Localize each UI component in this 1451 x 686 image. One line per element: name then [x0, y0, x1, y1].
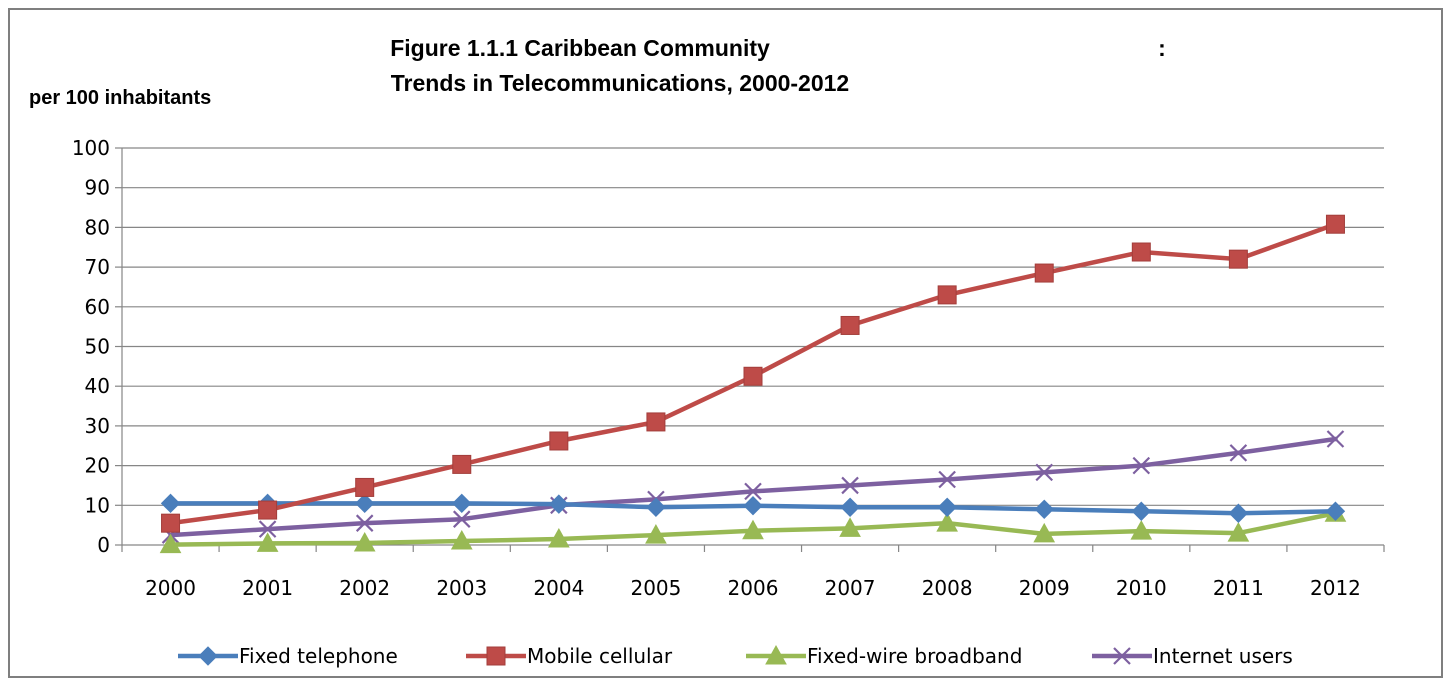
- series-internet-users: [161, 430, 1345, 544]
- y-tick-label: 10: [85, 493, 110, 517]
- data-point: [1035, 463, 1054, 482]
- data-point: [452, 493, 472, 514]
- data-point: [549, 431, 569, 451]
- data-point: [159, 533, 182, 554]
- x-tick-label: 2002: [339, 576, 390, 600]
- x-tick-label: 2006: [728, 576, 779, 600]
- x-tick-label: 2007: [825, 576, 876, 600]
- data-point: [938, 470, 956, 489]
- legend-label: Mobile cellular: [527, 644, 673, 668]
- legend-label: Internet users: [1153, 644, 1293, 668]
- y-tick-label: 0: [97, 533, 110, 557]
- y-tick-label: 80: [85, 215, 110, 239]
- data-point: [1131, 242, 1151, 262]
- x-tick-label: 2010: [1116, 576, 1167, 600]
- series-fixed-telephone: [160, 493, 1346, 523]
- x-tick-label: 2000: [145, 576, 196, 600]
- y-tick-label: 50: [85, 335, 110, 359]
- x-tick-label: 2001: [242, 576, 293, 600]
- data-point: [1033, 522, 1056, 543]
- data-point: [354, 493, 375, 514]
- data-point: [1131, 501, 1152, 521]
- x-tick-label: 2012: [1310, 576, 1361, 600]
- data-point: [1132, 456, 1151, 475]
- x-tick-label: 2008: [922, 576, 973, 600]
- y-tick-label: 20: [85, 454, 110, 478]
- data-point: [936, 512, 959, 532]
- legend-label: Fixed telephone: [239, 644, 398, 668]
- legend-swatch-marker: [486, 646, 506, 666]
- series-mobile-cellular: [161, 214, 1345, 533]
- legend-item: Internet users: [1092, 644, 1293, 668]
- data-point: [840, 497, 860, 517]
- y-tick-label: 40: [85, 374, 110, 398]
- data-point: [1227, 522, 1250, 542]
- data-point: [452, 510, 471, 528]
- data-point: [452, 454, 472, 474]
- data-point: [1229, 444, 1248, 462]
- legend-item: Fixed-wire broadband: [746, 644, 1022, 668]
- data-point: [1325, 501, 1346, 521]
- data-point: [1034, 499, 1054, 519]
- data-point: [160, 493, 181, 514]
- data-point: [743, 495, 763, 516]
- legend-item: Mobile cellular: [466, 644, 673, 668]
- x-tick-label: 2004: [533, 576, 584, 600]
- data-point: [1228, 503, 1249, 523]
- legend-swatch-marker: [1113, 647, 1131, 665]
- y-axis-label: per 100 inhabitants: [29, 87, 211, 109]
- data-point: [645, 524, 667, 544]
- legend-label: Fixed-wire broadband: [807, 644, 1022, 668]
- data-point: [744, 482, 762, 501]
- chart-title-line-1: Figure 1.1.1 Caribbean Community: [390, 35, 770, 61]
- x-tick-label: 2003: [436, 576, 487, 600]
- data-point: [1228, 249, 1248, 269]
- data-point: [256, 532, 279, 552]
- data-point: [1326, 430, 1345, 448]
- data-point: [840, 315, 860, 335]
- series-fixed-wire-broadband: [159, 502, 1347, 554]
- y-tick-label: 60: [85, 295, 110, 319]
- data-point: [258, 500, 278, 520]
- data-point: [937, 285, 957, 305]
- data-point: [258, 520, 277, 538]
- data-point: [937, 497, 957, 517]
- gridlines: [122, 147, 1384, 506]
- data-point: [355, 514, 374, 532]
- data-point: [646, 412, 666, 432]
- data-point: [547, 528, 570, 548]
- series-lines: [159, 214, 1347, 554]
- data-point: [743, 366, 763, 386]
- y-tick-label: 90: [85, 176, 110, 200]
- data-point: [1130, 520, 1153, 540]
- y-tick-label: 100: [72, 136, 110, 160]
- data-point: [549, 494, 569, 514]
- chart-frame: [8, 8, 1443, 678]
- legend-swatch-marker: [198, 646, 218, 666]
- chart-title-colon: :: [1158, 35, 1166, 61]
- data-point: [355, 477, 375, 497]
- data-point: [450, 530, 473, 550]
- legend-swatch-marker: [765, 644, 787, 665]
- chart-title-line-2: Trends in Telecommunications, 2000-2012: [391, 70, 849, 96]
- legend: Fixed telephone Mobile cellular Fixed-wire…: [178, 644, 1293, 668]
- data-point: [839, 517, 861, 537]
- data-point: [646, 497, 666, 517]
- data-point: [1325, 214, 1345, 234]
- y-tick-label: 30: [85, 414, 110, 438]
- data-point: [161, 513, 181, 533]
- data-point: [841, 476, 859, 495]
- legend-item: Fixed telephone: [178, 644, 398, 668]
- axes: 0 10 20 30 40 50 60 70 80 90 100 2000 2001 2002 2003 20…: [72, 136, 1385, 600]
- x-tick-label: 2005: [630, 576, 681, 600]
- x-tick-label: 2011: [1213, 576, 1264, 600]
- data-point: [353, 531, 376, 552]
- data-point: [1034, 263, 1054, 283]
- x-tick-label: 2009: [1019, 576, 1070, 600]
- y-tick-label: 70: [85, 255, 110, 279]
- data-point: [742, 519, 764, 540]
